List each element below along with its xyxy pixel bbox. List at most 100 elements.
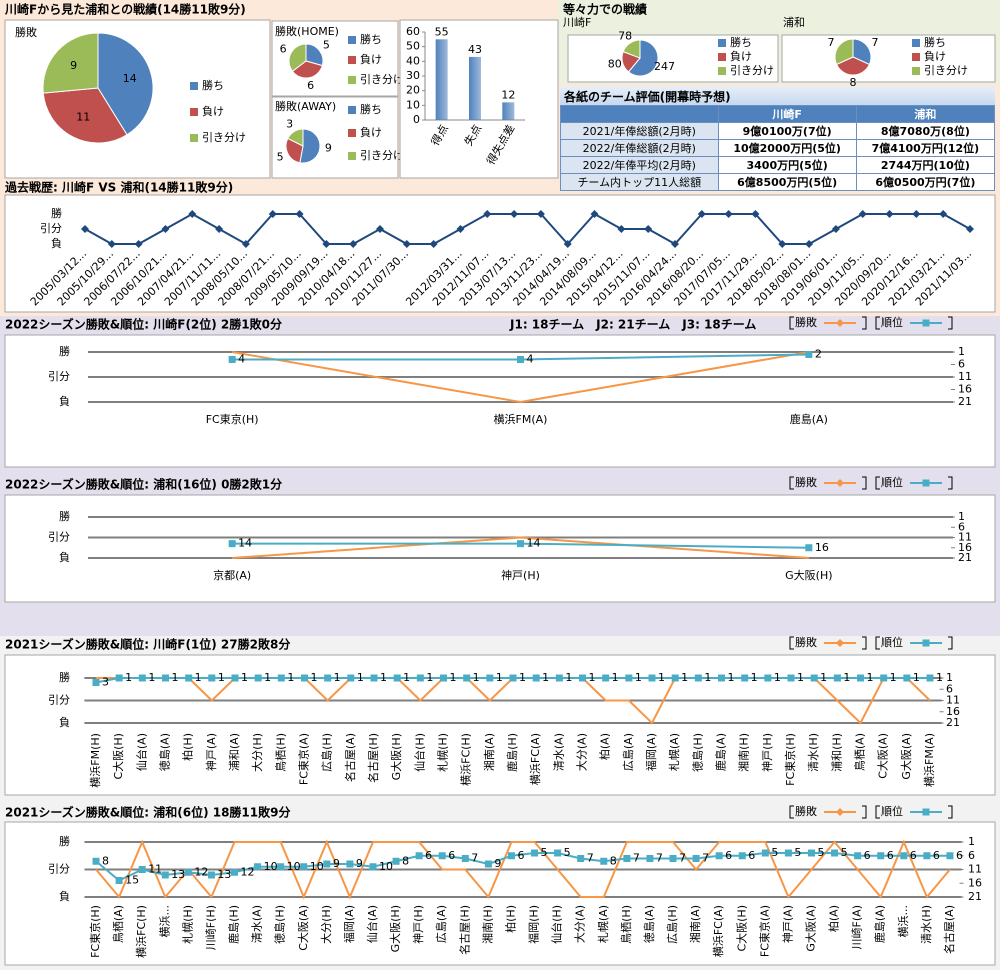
marker xyxy=(415,852,423,860)
table-row: チーム内トップ11人総額 6億8500万円(5位) 6億0500万円(7位) xyxy=(560,173,996,191)
legend-marker xyxy=(718,67,726,75)
table-header: 川崎F 浦和 xyxy=(560,105,996,123)
marker xyxy=(602,674,610,682)
legend-marker xyxy=(190,108,198,116)
marker xyxy=(254,674,262,682)
marker xyxy=(692,855,700,862)
table-row: 2021/年俸総額(2月時) 9億0100万(7位) 8億7080万(8位) xyxy=(560,122,996,140)
marker xyxy=(228,356,236,363)
data-label: 1 xyxy=(612,671,619,684)
marker xyxy=(207,871,215,879)
y2-tick-label: 16 xyxy=(946,705,960,718)
data-label: 6 xyxy=(910,849,917,862)
data-label: 6 xyxy=(425,849,432,862)
data-label: 10 xyxy=(287,860,301,873)
marker xyxy=(300,674,308,682)
table-row: 2022/年俸平均(2月時) 3400万円(5位) 2744万円(10位) xyxy=(560,156,996,174)
marker xyxy=(347,674,355,682)
data-label: 8 xyxy=(102,854,109,867)
x-tick-label: 京都(A) xyxy=(213,568,251,582)
marker xyxy=(563,240,572,248)
x-tick-label: FC東京(H) xyxy=(88,905,102,958)
x-tick-label: 湘南(H) xyxy=(480,905,494,944)
x-tick-label: 名古屋(A) xyxy=(942,905,956,954)
marker xyxy=(416,674,424,682)
pie-label: 6 xyxy=(280,43,287,56)
x-tick-label: 横浜FM(A) xyxy=(922,733,936,787)
y-tick-label: 引分 xyxy=(48,862,70,876)
data-label: 1 xyxy=(195,671,202,684)
x-tick-label: 徳島(A) xyxy=(642,905,656,943)
chart-title: 2021シーズン勝敗&順位: 浦和(6位) 18勝11敗9分 xyxy=(5,805,291,820)
pie-label: 5 xyxy=(277,150,284,163)
marker xyxy=(228,540,236,548)
data-label: 10 xyxy=(264,860,278,873)
legend-bracket xyxy=(948,476,953,490)
x-tick-label: 横浜FC(H) xyxy=(134,905,148,958)
marker xyxy=(805,351,813,358)
data-label: 1 xyxy=(148,671,155,684)
y2-tick-label: 11 xyxy=(958,370,972,383)
legend-marker xyxy=(922,319,930,327)
y-tick-label: 10 xyxy=(406,98,420,111)
bar xyxy=(502,102,515,120)
data-label: 1 xyxy=(241,671,248,684)
series-line xyxy=(95,839,951,900)
legend-bracket xyxy=(948,805,953,819)
pie-label: 9 xyxy=(70,59,77,72)
series-line xyxy=(232,536,809,559)
marker xyxy=(877,852,885,860)
marker xyxy=(784,849,792,857)
y-tick-label: 負 xyxy=(59,395,70,408)
x-tick-label: 川崎F(A) xyxy=(850,905,864,949)
x-tick-label: C大阪(A) xyxy=(296,905,310,951)
marker xyxy=(231,868,239,876)
chart-box xyxy=(4,494,996,603)
marker xyxy=(483,210,492,218)
pie-label: 80 xyxy=(608,58,622,71)
legend-marker xyxy=(348,106,356,114)
x-tick-label: 横浜FC(A) xyxy=(528,733,542,785)
legend-bracket xyxy=(948,636,953,650)
legend-label: 負け xyxy=(202,105,224,118)
cell: 7億4100万円(12位) xyxy=(855,139,996,157)
marker xyxy=(579,674,587,682)
data-label: 7 xyxy=(702,852,709,865)
marker xyxy=(369,863,377,871)
y-tick-label: 40 xyxy=(406,54,420,67)
data-label: 1 xyxy=(589,671,596,684)
legend-bracket xyxy=(948,316,953,330)
chart-box xyxy=(781,34,996,83)
marker xyxy=(161,674,169,682)
y-tick-label: 勝 xyxy=(59,509,70,523)
data-label: 13 xyxy=(217,868,231,881)
y-tick-label: 勝 xyxy=(59,834,70,848)
data-label: 1 xyxy=(797,671,804,684)
x-tick-label: 名古屋(H) xyxy=(457,905,471,955)
x-tick-label: 神戸(A) xyxy=(780,905,794,943)
y2-tick-label: 11 xyxy=(946,694,960,707)
data-label: 14 xyxy=(527,537,541,550)
marker xyxy=(646,855,654,862)
legend-label: 引き分け xyxy=(360,148,404,162)
data-label: 1 xyxy=(496,671,503,684)
x-tick-label: 福岡(A) xyxy=(644,733,658,771)
marker xyxy=(370,674,378,682)
data-label: 6 xyxy=(956,849,963,862)
legend-label: 負け xyxy=(360,53,382,66)
x-tick-label: 札幌(A) xyxy=(667,733,681,771)
marker xyxy=(138,866,146,873)
x-tick-label: 大分(H) xyxy=(319,905,333,944)
y2-tick-label: 21 xyxy=(958,395,972,408)
marker xyxy=(134,240,143,248)
x-tick-label: 鳥栖(H) xyxy=(619,905,633,944)
x-tick-label: 清水(H) xyxy=(920,905,933,944)
cell: 9億0100万(7位) xyxy=(717,122,857,140)
marker xyxy=(764,674,772,682)
x-tick-label: 大分(A) xyxy=(575,733,589,771)
data-label: 6 xyxy=(725,849,732,862)
legend-label: 勝敗 xyxy=(795,475,817,489)
x-tick-label: 柏(H) xyxy=(503,905,517,933)
x-tick-label: G大阪(H) xyxy=(785,568,832,582)
